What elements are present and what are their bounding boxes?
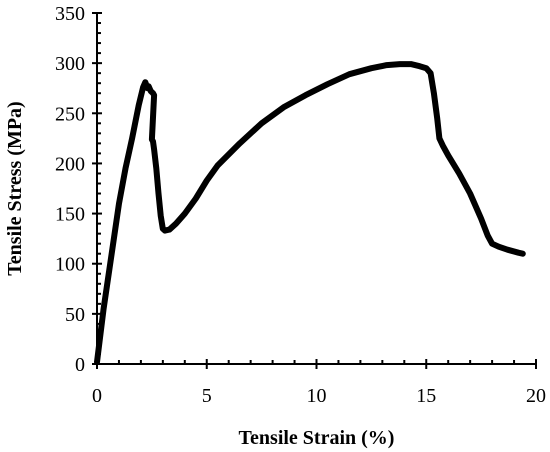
x-axis-title: Tensile Strain (%) [239,427,395,449]
tick-labels: 0 50 100 150 200 250 300 350 0 5 10 15 20 [55,3,546,407]
x-tick-label: 15 [416,385,436,407]
y-tick-label: 350 [55,3,85,25]
stress-strain-line [94,61,526,365]
x-tick-label: 10 [307,385,327,407]
x-tick-label: 0 [92,385,102,407]
y-tick-label: 200 [55,153,85,175]
y-tick-label: 150 [55,204,85,226]
y-tick-label: 100 [55,254,85,276]
y-axis-title: Tensile Stress (MPa) [4,101,26,275]
x-tick-label: 20 [526,385,546,407]
y-tick-label: 250 [55,103,85,125]
series-layer [94,61,526,365]
y-tick-label: 300 [55,53,85,75]
y-tick-label: 0 [75,354,85,376]
y-tick-label: 50 [65,304,85,326]
x-tick-label: 5 [202,385,212,407]
